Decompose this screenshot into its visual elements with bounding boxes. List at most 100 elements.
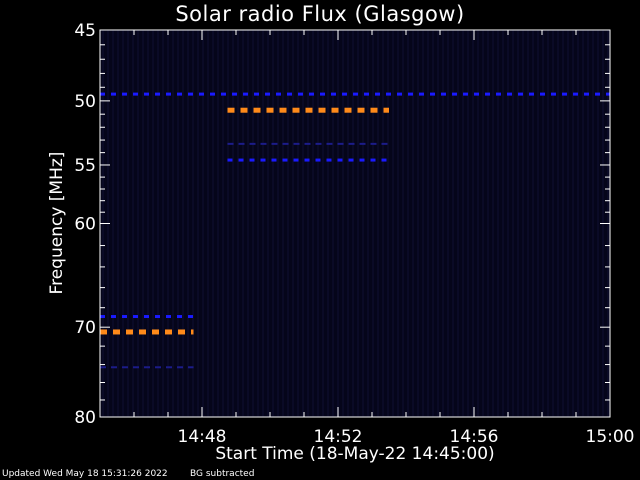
y-tick-label: 80 [74,408,96,428]
stripe [492,30,494,417]
emission-dash-faint [370,142,377,145]
emission-dash-faint [111,366,117,369]
emission-dash-medium [298,92,303,96]
emission-dash-medium [122,92,127,96]
emission-dash-medium [353,92,358,96]
stripe [212,30,214,417]
emission-dash-faint [293,142,300,145]
emission-dash-faint [326,142,333,145]
emission-dash-medium [177,92,182,96]
stripe [592,30,594,417]
emission-dash-medium [188,315,193,319]
emission-dash-faint [249,142,256,145]
stripe [252,30,254,417]
emission-dash-faint [166,366,172,369]
emission-dash-faint [177,366,183,369]
stripe [197,30,199,417]
bg-subtracted-note: BG subtracted [190,469,255,479]
stripe [382,30,384,417]
emission-dash-medium [249,158,255,162]
stripe [567,30,569,417]
emission-dash-medium [309,92,314,96]
stripe [537,30,539,417]
emission-dash-faint [122,366,128,369]
stripe [352,30,354,417]
stripe [312,30,314,417]
emission-dash-medium [293,158,299,162]
emission-dash-medium [100,92,105,96]
stripe [332,30,334,417]
emission-dash-medium [606,92,610,96]
x-tick-label: 15:00 [586,427,635,447]
emission-dash-medium [326,158,332,162]
stripe [317,30,319,417]
emission-dash-medium [507,92,512,96]
stripe [227,30,229,417]
emission-dash-medium [155,92,160,96]
stripe [522,30,524,417]
emission-dash-faint [381,142,388,145]
stripe [517,30,519,417]
emission-segments [100,92,610,369]
stripe [247,30,249,417]
stripe [357,30,359,417]
y-tick-label: 50 [74,92,96,112]
stripe [387,30,389,417]
emission-dash-medium [337,158,343,162]
emission-dash-bright [178,329,185,335]
emission-dash-medium [331,92,336,96]
stripe [442,30,444,417]
stripe [392,30,394,417]
emission-dash-bright [152,329,159,335]
emission-dash-medium [210,92,215,96]
emission-dash-bright [126,329,133,335]
stripe [542,30,544,417]
stripe [427,30,429,417]
stripe [547,30,549,417]
emission-dash-medium [375,92,380,96]
emission-dash-bright [383,107,389,113]
emission-dash-medium [381,158,387,162]
emission-dash-faint [155,366,161,369]
stripe [372,30,374,417]
emission-dash-bright [305,107,313,113]
stripe [322,30,324,417]
stripe [402,30,404,417]
emission-dash-faint [133,366,139,369]
stripe [232,30,234,417]
emission-dash-medium [397,92,402,96]
emission-dash-medium [122,315,127,319]
emission-dash-medium [408,92,413,96]
stripe [447,30,449,417]
emission-dash-medium [370,158,376,162]
x-axis-title: Start Time (18-May-22 14:45:00) [215,444,495,464]
emission-dash-bright [318,107,326,113]
emission-dash-bright [139,329,146,335]
emission-dash-bright [100,329,107,335]
stripe [307,30,309,417]
emission-dash-medium [188,92,193,96]
emission-dash-medium [584,92,589,96]
emission-dash-medium [243,92,248,96]
emission-dash-faint [238,142,245,145]
stripe [192,30,194,417]
stripe [182,30,184,417]
stripe [407,30,409,417]
emission-dash-medium [342,92,347,96]
axes: 14:48 14:52 14:56 15:00 45 50 55 60 70 80 [74,21,634,447]
stripe [502,30,504,417]
emission-dash-faint [227,142,234,145]
stripe [282,30,284,417]
stripe [532,30,534,417]
stripe [157,30,159,417]
emission-dash-medium [595,92,600,96]
emission-dash-medium [474,92,479,96]
chart-title: Solar radio Flux (Glasgow) [175,2,465,26]
stripe [292,30,294,417]
emission-dash-medium [144,315,149,319]
emission-dash-medium [166,92,171,96]
stripe [452,30,454,417]
stripe [507,30,509,417]
stripe [202,30,204,417]
stripe [562,30,564,417]
